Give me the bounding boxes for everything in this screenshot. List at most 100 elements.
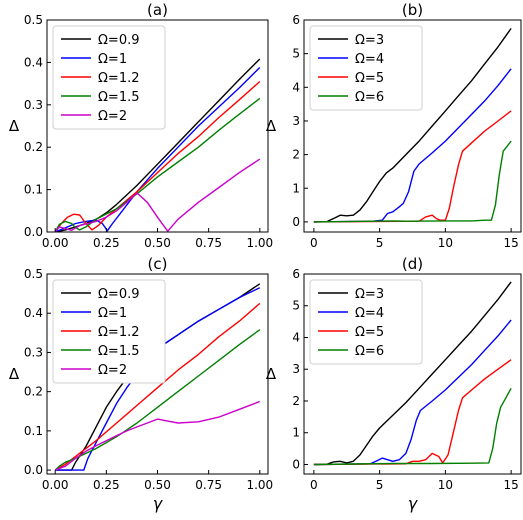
series-line-2 — [313, 110, 512, 223]
series-line-3 — [54, 329, 261, 471]
x-tick-label: 1.00 — [246, 236, 273, 250]
y-tick-label: 4 — [292, 80, 300, 94]
x-tick-label: 0.00 — [42, 478, 69, 492]
legend-label: Ω=5 — [355, 71, 384, 86]
x-tick-label: 1.00 — [246, 478, 273, 492]
subplot-2: 0.00 0.25 0.50 0.75 1.00 0.0 0.1 0.2 0.3 0.4 0.5 (c… — [9, 255, 273, 513]
subplot-1: 0 5 10 15 0 1 2 3 4 5 6 (b) Δ Ω=3 Ω=4 Ω=5 Ω=6 — [266, 1, 522, 250]
x-tick-label: 0.75 — [195, 236, 222, 250]
y-tick-label: 6 — [292, 267, 300, 281]
x-tick-label: 0 — [310, 236, 318, 250]
subplot-title: (c) — [148, 255, 168, 273]
y-tick-label: 0.1 — [24, 424, 43, 438]
y-tick-label: 5 — [292, 47, 300, 61]
y-tick-label: 0.3 — [24, 98, 43, 112]
y-tick-label: 0.4 — [24, 306, 43, 320]
subplots: 0.00 0.25 0.50 0.75 1.000.00.10.20.30.40.5(a… — [9, 1, 522, 513]
x-axis-label: γ — [153, 494, 164, 513]
y-tick-label: 0.0 — [24, 225, 43, 239]
x-axis-label: γ — [408, 494, 419, 513]
legend: Ω=3 Ω=4 Ω=5 Ω=6 — [309, 25, 423, 111]
x-tick-label: 0.00 — [42, 236, 69, 250]
subplot-3: 0 5 10 15 0 1 2 3 4 5 6 (d) Δγ Ω=3 Ω=4 Ω=5 Ω=6 — [266, 255, 522, 513]
x-tick-label: 15 — [503, 236, 518, 250]
y-axis-label: Δ — [266, 117, 277, 135]
legend-label: Ω=1 — [98, 52, 127, 67]
y-tick-label: 0.1 — [24, 183, 43, 197]
axes-frame — [303, 19, 522, 233]
y-axis-label: Δ — [9, 117, 20, 135]
y-tick-label: 0 — [292, 457, 300, 471]
y-axis-label: Δ — [266, 365, 277, 383]
legend: Ω=3 Ω=4 Ω=5 Ω=6 — [309, 279, 423, 365]
legend-label: Ω=2 — [98, 363, 127, 378]
series-line-4 — [54, 400, 261, 471]
y-tick-label: 1 — [292, 181, 300, 195]
x-tick-label: 0.50 — [144, 236, 171, 250]
legend-box — [309, 25, 423, 111]
y-tick-label: 6 — [292, 13, 300, 27]
y-tick-label: 0.2 — [24, 385, 43, 399]
legend-label: Ω=5 — [355, 325, 384, 340]
y-tick-label: 3 — [292, 114, 300, 128]
x-tick-label: 10 — [438, 478, 453, 492]
series-line-2 — [313, 359, 512, 466]
y-tick-label: 0.4 — [24, 55, 43, 69]
legend-label: Ω=1.2 — [98, 325, 140, 340]
series-line-1 — [313, 319, 512, 466]
series-line-3 — [313, 387, 512, 466]
y-tick-label: 1 — [292, 426, 300, 440]
legend-label: Ω=0.9 — [98, 33, 140, 48]
legend-label: Ω=2 — [98, 109, 127, 124]
series-group — [313, 281, 512, 466]
y-tick-label: 4 — [292, 330, 300, 344]
y-tick-label: 0.5 — [24, 13, 43, 27]
y-tick-label: 0.5 — [24, 267, 43, 281]
legend-label: Ω=6 — [355, 344, 384, 359]
series-line-2 — [54, 302, 261, 471]
legend-box — [52, 25, 166, 130]
x-tick-label: 15 — [503, 478, 518, 492]
legend: Ω=0.9 Ω=1 Ω=1.2 Ω=1.5 Ω=2 — [52, 25, 166, 130]
y-tick-label: 0.2 — [24, 140, 43, 154]
y-tick-label: 5 — [292, 299, 300, 313]
legend-label: Ω=0.9 — [98, 287, 140, 302]
legend-label: Ω=6 — [355, 90, 384, 105]
legend-label: Ω=3 — [355, 287, 384, 302]
legend: Ω=0.9 Ω=1 Ω=1.2 Ω=1.5 Ω=2 — [52, 279, 166, 384]
x-tick-label: 0 — [310, 478, 318, 492]
series-line-0 — [313, 281, 512, 466]
series-line-1 — [313, 68, 512, 223]
legend-label: Ω=3 — [355, 33, 384, 48]
subplot-title: (a) — [147, 1, 168, 19]
series-line-4 — [54, 158, 261, 232]
subplot-0: 0.00 0.25 0.50 0.75 1.00 0.0 0.1 0.2 0.3 0.4 0.5 (a… — [9, 1, 273, 250]
y-axis-label: Δ — [9, 365, 20, 383]
legend-label: Ω=1 — [98, 306, 127, 321]
y-tick-label: 0.3 — [24, 345, 43, 359]
y-tick-label: 3 — [292, 362, 300, 376]
x-tick-label: 0.75 — [195, 478, 222, 492]
x-tick-label: 10 — [438, 236, 453, 250]
x-tick-label: 0.25 — [93, 236, 120, 250]
series-line-1 — [54, 67, 261, 232]
subplot-title: (b) — [402, 1, 423, 19]
x-tick-label: 0.25 — [93, 478, 120, 492]
y-tick-label: 2 — [292, 148, 300, 162]
series-line-3 — [313, 140, 512, 223]
subplot-title: (d) — [402, 255, 423, 273]
series-group — [313, 27, 512, 223]
x-tick-label: 5 — [376, 236, 384, 250]
x-tick-label: 5 — [376, 478, 384, 492]
y-tick-label: 2 — [292, 394, 300, 408]
series-line-0 — [313, 27, 512, 223]
legend-label: Ω=1.5 — [98, 344, 140, 359]
series-line-3 — [54, 97, 261, 232]
legend-label: Ω=1.2 — [98, 71, 140, 86]
legend-label: Ω=4 — [355, 306, 384, 321]
y-tick-label: 0.0 — [24, 463, 43, 477]
series-group — [54, 58, 261, 232]
legend-box — [309, 279, 423, 365]
legend-label: Ω=4 — [355, 52, 384, 67]
